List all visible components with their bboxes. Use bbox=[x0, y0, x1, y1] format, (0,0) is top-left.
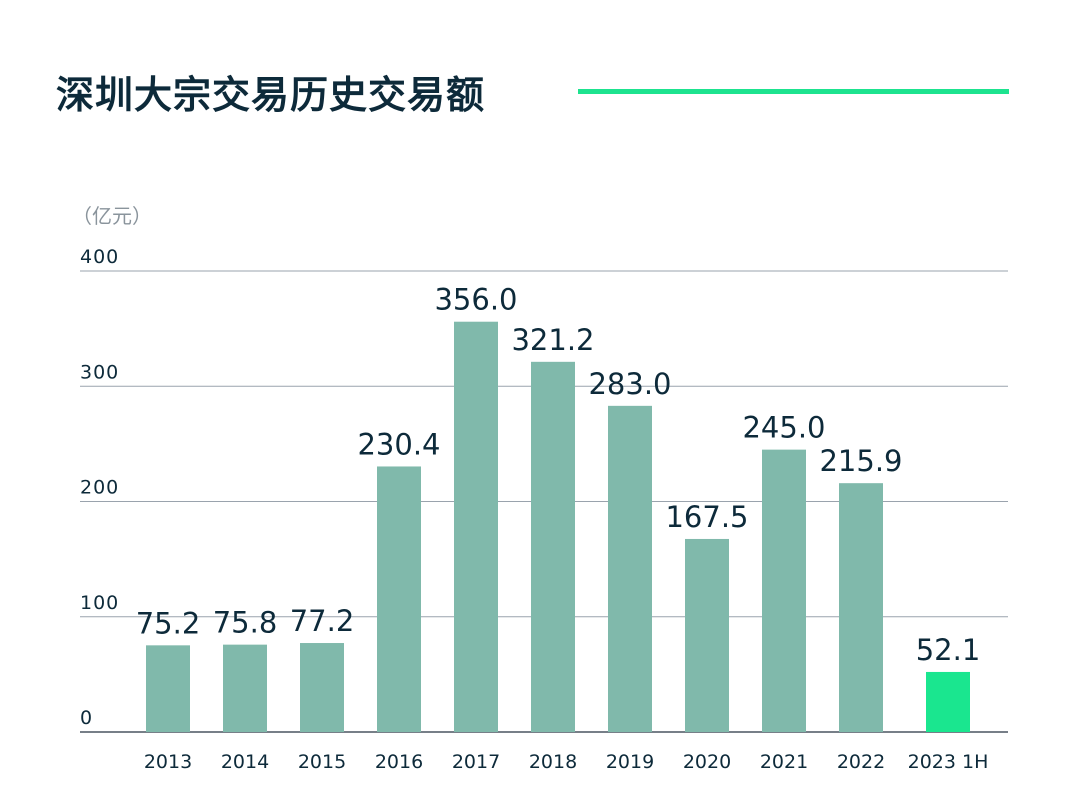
y-tick-label: 400 bbox=[80, 246, 119, 268]
data-label: 167.5 bbox=[665, 500, 748, 534]
data-label: 75.2 bbox=[136, 606, 201, 640]
x-tick-label: 2014 bbox=[221, 751, 269, 773]
bar bbox=[608, 405, 652, 732]
data-label: 356.0 bbox=[434, 283, 517, 317]
title-accent-line bbox=[578, 89, 1009, 94]
x-tick-label: 2015 bbox=[298, 751, 346, 773]
x-tick-label: 2020 bbox=[683, 751, 731, 773]
data-label: 245.0 bbox=[742, 411, 825, 445]
bar bbox=[531, 361, 575, 732]
data-label: 52.1 bbox=[916, 633, 981, 667]
data-label: 75.8 bbox=[213, 606, 278, 640]
data-label: 230.4 bbox=[357, 427, 440, 461]
y-tick-label: 0 bbox=[80, 707, 93, 729]
x-tick-label: 2021 bbox=[760, 751, 808, 773]
bar bbox=[839, 483, 883, 732]
bar bbox=[762, 449, 806, 732]
x-tick-label: 2019 bbox=[606, 751, 654, 773]
x-tick-label: 2022 bbox=[837, 751, 885, 773]
y-axis-label: （亿元） bbox=[72, 204, 152, 228]
y-tick-label: 300 bbox=[80, 361, 119, 383]
bar bbox=[300, 643, 344, 732]
y-tick-label: 100 bbox=[80, 592, 119, 614]
bar bbox=[146, 645, 190, 732]
x-tick-label: 2013 bbox=[144, 751, 192, 773]
chart-title: 深圳大宗交易历史交易额 bbox=[56, 73, 486, 117]
x-tick-label: 2018 bbox=[529, 751, 577, 773]
bar bbox=[926, 671, 970, 732]
data-label: 215.9 bbox=[819, 444, 902, 478]
bar bbox=[377, 466, 421, 732]
bar bbox=[454, 321, 498, 732]
x-tick-label: 2016 bbox=[375, 751, 423, 773]
y-tick-label: 200 bbox=[80, 477, 119, 499]
bar bbox=[223, 644, 267, 732]
bar bbox=[685, 538, 729, 732]
x-tick-label: 2017 bbox=[452, 751, 500, 773]
x-tick-label: 2023 1H bbox=[908, 751, 989, 773]
data-label: 283.0 bbox=[588, 367, 671, 401]
data-label: 77.2 bbox=[290, 604, 355, 638]
data-label: 321.2 bbox=[511, 323, 594, 357]
